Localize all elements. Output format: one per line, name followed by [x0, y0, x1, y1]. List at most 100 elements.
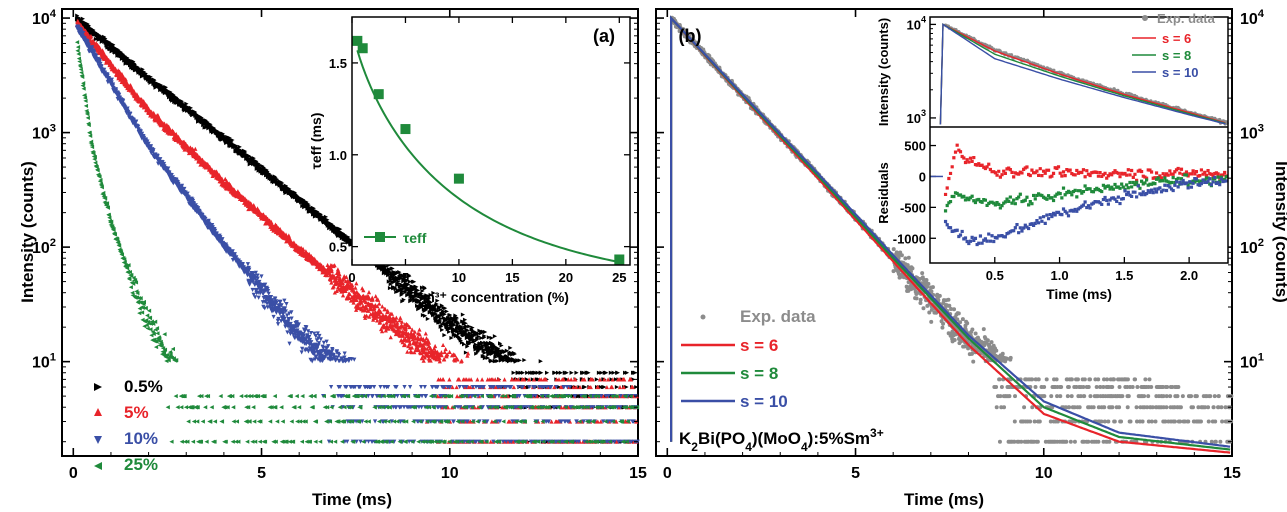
legend-marker-0-5	[94, 383, 102, 391]
inset-a-point	[400, 124, 411, 135]
panel-a-legend: 0.5% 5% 10% 25%	[94, 377, 163, 474]
x-tick-label: 15	[1223, 465, 1241, 482]
inset-a-legend-marker	[375, 232, 385, 242]
inset-a-x-tick-label: 20	[559, 270, 573, 285]
inset-a-frame	[351, 16, 631, 266]
inset-a-y-tick-label: 1.5	[329, 56, 347, 71]
panel-a-label: (a)	[593, 26, 615, 46]
inset-a-background	[352, 17, 630, 265]
panel-a-xlabel: Time (ms)	[312, 490, 392, 509]
x-tick-label: 0	[663, 465, 672, 482]
panel-b-legend: Exp. data s = 6 s = 8 s = 10	[681, 307, 816, 411]
inset-b-top-ylabel: Intensity (counts)	[876, 18, 891, 126]
inset-b-legend-exp-marker	[1142, 15, 1148, 21]
inset-a-x-tick-label: 25	[612, 270, 626, 285]
inset-b-res-y-tick-label: 0	[919, 169, 926, 184]
inset-b-fit-s8	[939, 23, 1226, 125]
inset-a-xlabel: Sm³⁺ concentration (%)	[413, 289, 569, 305]
sample-annotation: K2Bi(PO4)(MoO4):5%Sm3+	[679, 426, 884, 454]
inset-b-res-points-s6	[943, 143, 1228, 197]
inset-b-legend-exp-label: Exp. data	[1157, 11, 1216, 26]
inset-a-point	[614, 254, 625, 265]
inset-b-top-plot: 103 104	[906, 14, 1229, 126]
panel-a-inset: 0 5 10 15 20 25 0.5 1.0 1.5 (a) Sm³⁺ concentrati…	[308, 16, 631, 305]
inset-a-x-tick-label: 10	[452, 270, 466, 285]
inset-b-bottom-ylabel: Residuals	[876, 162, 891, 223]
inset-a-x-tick-label: 5	[402, 270, 409, 285]
inset-b-res-x-tick-label: 2.0	[1180, 268, 1198, 283]
panel-a-ylabel: Intensity (counts)	[18, 161, 37, 303]
inset-b-res-x-tick-label: 1.0	[1051, 268, 1069, 283]
x-tick-label: 15	[629, 465, 647, 482]
y-tick-label: 104	[1240, 8, 1265, 28]
inset-b-legend: Exp. data s = 6 s = 8 s = 10	[1132, 11, 1216, 80]
inset-a-y-tick-label: 0.5	[329, 240, 347, 255]
inset-b-legend-s8-label: s = 8	[1162, 48, 1191, 63]
y-tick-label: 103	[1240, 123, 1264, 143]
inset-a-axes: 0 5 10 15 20 25 0.5 1.0 1.5	[329, 17, 630, 285]
inset-b-res-y-tick-label: -500	[900, 200, 926, 215]
inset-b-res-y-tick-label: 500	[904, 139, 926, 154]
panel-b-xlabel: Time (ms)	[904, 490, 984, 509]
inset-b-res-points-s8	[943, 173, 1228, 213]
inset-a-legend-label: τeff	[403, 230, 427, 246]
legend-s8-label: s = 8	[740, 364, 778, 383]
legend-s6-label: s = 6	[740, 336, 778, 355]
inset-a-point	[357, 43, 368, 54]
inset-b-frame	[929, 16, 1229, 264]
inset-b-xlabel: Time (ms)	[1046, 286, 1112, 302]
legend-s10-label: s = 10	[740, 392, 788, 411]
inset-b-top-y-tick-label: 104	[906, 14, 926, 32]
panel-b-label: (b)	[679, 26, 702, 46]
inset-a-point	[352, 35, 363, 46]
inset-b-res-y-tick-label: -1000	[893, 231, 926, 246]
legend-label-5: 5%	[124, 403, 149, 422]
y-tick-label: 101	[1240, 352, 1264, 372]
legend-marker-25	[94, 462, 102, 470]
inset-a-point	[373, 89, 384, 100]
inset-b-residual-plot: 500 0 -500 -1000 0.5 1.0 1.5 2.0	[893, 139, 1228, 283]
legend-marker-5	[94, 408, 102, 416]
panel-b-frame	[655, 8, 1233, 457]
inset-b-fit-s10	[939, 23, 1226, 125]
legend-label-0-5: 0.5%	[124, 377, 163, 396]
legend-label-10: 10%	[124, 429, 158, 448]
x-tick-label: 10	[1035, 465, 1053, 482]
y-tick-label: 102	[1240, 237, 1264, 257]
inset-b-top-y-tick-label: 103	[906, 108, 926, 126]
y-tick-label: 103	[32, 123, 56, 143]
inset-a-point	[453, 173, 464, 184]
panel-b-inset: 103 104 500 0 -500 -1000 0.5 1.0 1.5 2.0 Intensi…	[876, 11, 1229, 302]
inset-a-x-tick-label: 0	[348, 270, 355, 285]
panel-a-frame	[61, 8, 639, 457]
x-tick-label: 5	[851, 465, 860, 482]
legend-exp-label: Exp. data	[740, 307, 816, 326]
inset-a-data	[352, 35, 625, 265]
x-tick-label: 0	[69, 465, 78, 482]
inset-b-fit-s6	[939, 23, 1226, 125]
inset-b-background	[930, 17, 1228, 263]
inset-a-legend: τeff	[364, 230, 427, 246]
panel-b-data	[669, 15, 1234, 454]
inset-b-legend-s6-label: s = 6	[1162, 31, 1191, 46]
x-tick-label: 5	[257, 465, 266, 482]
inset-b-res-x-tick-label: 0.5	[986, 268, 1004, 283]
inset-b-res-x-tick-label: 1.5	[1115, 268, 1133, 283]
y-tick-label: 101	[32, 352, 56, 372]
inset-b-res-points-s10	[943, 175, 1228, 247]
inset-a-ylabel: τeff (ms)	[308, 113, 324, 170]
legend-label-25: 25%	[124, 455, 158, 474]
inset-a-y-tick-label: 1.0	[329, 148, 347, 163]
inset-a-x-tick-label: 15	[505, 270, 519, 285]
legend-marker-10	[94, 436, 102, 444]
legend-exp-marker	[700, 314, 706, 320]
panel-b: 0 5 10 15 101 102 103 104 Time (ms) Intensity (…	[655, 8, 1287, 509]
series-fit-s10	[669, 15, 1231, 448]
y-tick-label: 104	[32, 8, 57, 28]
x-tick-label: 10	[441, 465, 459, 482]
inset-a-fit-line	[356, 49, 620, 264]
inset-b-legend-s10-label: s = 10	[1162, 65, 1199, 80]
